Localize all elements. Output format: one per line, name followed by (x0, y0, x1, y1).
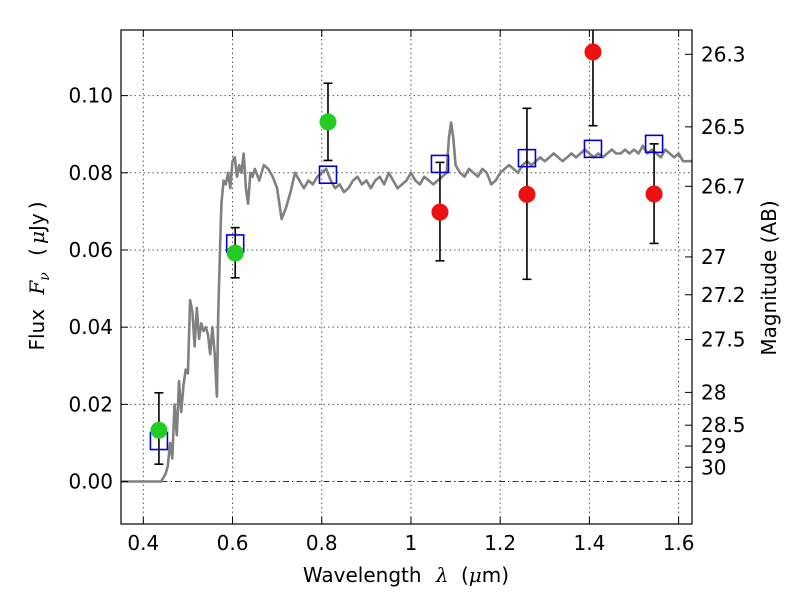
model-photometry-square (644, 134, 664, 154)
x-tick-label: 0.6 (217, 531, 249, 555)
y-axis-label-symbol: F (25, 280, 49, 296)
y-axis-label-subscript: ν (37, 272, 53, 281)
y2-axis-label: Magnitude (AB) (757, 200, 781, 355)
y-axis-label-unit-close: ) (25, 201, 49, 209)
axis-ticks: 0.4 0.6 0.8 1 1.2 1.4 1.6 0.00 0.02 0.04 0.06 0.08 0… (68, 30, 746, 555)
x-axis-label-symbol: λ (435, 563, 449, 587)
x-axis-label-unit-mu: μ (469, 563, 482, 587)
y-tick-label: 0.00 (68, 470, 113, 494)
magnitude-tick-label: 27 (701, 245, 726, 269)
x-tick-label: 1.2 (484, 531, 516, 555)
x-axis-label: Wavelength λ (μm) (303, 563, 509, 587)
detection-point (150, 421, 168, 439)
magnitude-tick-label: 27.2 (701, 283, 746, 307)
grid (121, 30, 692, 524)
detection-point (319, 113, 337, 131)
magnitude-tick-label: 30 (701, 455, 726, 479)
model-photometry-square (517, 148, 537, 168)
magnitude-tick-label: 28.5 (701, 413, 746, 437)
magnitude-tick-label: 28 (701, 380, 726, 404)
y-axis-label: Flux Fν ( μJy) (25, 201, 54, 350)
y-axis-label-unit-open: ( (25, 248, 49, 256)
model-photometry-square (583, 139, 603, 159)
y-tick-label: 0.02 (68, 392, 113, 416)
y-tick-label: 0.08 (68, 161, 113, 185)
plot-frame (120, 29, 693, 525)
detection-point (226, 244, 244, 262)
model-photometry-square (430, 154, 450, 174)
magnitude-tick-label: 26.3 (701, 42, 746, 66)
x-axis-label-unit-rest: m) (482, 563, 509, 587)
y-tick-label: 0.10 (68, 84, 113, 108)
nondetection-point (645, 185, 663, 203)
magnitude-tick-label: 26.5 (701, 115, 746, 139)
x-tick-label: 1.6 (663, 531, 695, 555)
magnitude-tick-label: 27.5 (701, 328, 746, 352)
x-axis-label-text: Wavelength (303, 563, 422, 587)
data-points (149, 30, 664, 465)
y-axis-label-unit-rest: Jy (25, 213, 49, 233)
nondetection-point (584, 43, 602, 61)
nondetection-point (518, 185, 536, 203)
x-axis-label-unit-open: ( (461, 563, 469, 587)
x-tick-label: 1.4 (573, 531, 605, 555)
y-tick-label: 0.04 (68, 315, 113, 339)
y-axis-label-unit-mu: μ (25, 231, 49, 244)
model-photometry-square (318, 165, 338, 185)
x-tick-label: 0.4 (127, 531, 159, 555)
model-sed-line (121, 121, 692, 483)
nondetection-point (431, 203, 449, 221)
y-axis-label-text: Flux (25, 309, 49, 351)
magnitude-tick-label: 26.7 (701, 174, 746, 198)
x-tick-label: 1 (405, 531, 418, 555)
y-tick-label: 0.06 (68, 238, 113, 262)
x-tick-label: 0.8 (306, 531, 338, 555)
magnitude-tick-label: 29 (701, 434, 726, 458)
